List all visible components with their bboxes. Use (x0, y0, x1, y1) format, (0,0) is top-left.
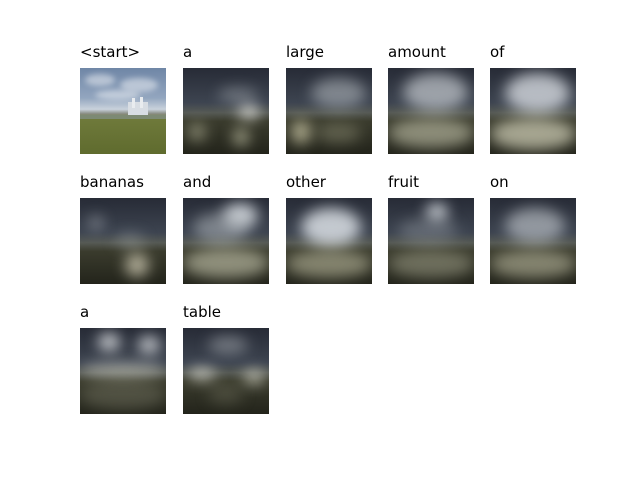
word-label: a (183, 43, 193, 61)
word-label: other (286, 173, 326, 191)
attention-map (183, 198, 269, 284)
word-label: a (80, 303, 90, 321)
word-label: amount (388, 43, 446, 61)
source-photo (80, 68, 166, 154)
attention-map (388, 198, 474, 284)
attention-map (490, 198, 576, 284)
word-label: and (183, 173, 212, 191)
attention-map (183, 68, 269, 154)
word-label: <start> (80, 43, 141, 61)
attention-map (80, 328, 166, 414)
word-label: bananas (80, 173, 144, 191)
attention-map (286, 68, 372, 154)
attention-map (183, 328, 269, 414)
word-label: large (286, 43, 325, 61)
attention-map (388, 68, 474, 154)
attention-map (80, 198, 166, 284)
attention-map (490, 68, 576, 154)
word-label: fruit (388, 173, 420, 191)
word-label: of (490, 43, 505, 61)
word-label: table (183, 303, 221, 321)
word-label: on (490, 173, 509, 191)
attention-map (286, 198, 372, 284)
